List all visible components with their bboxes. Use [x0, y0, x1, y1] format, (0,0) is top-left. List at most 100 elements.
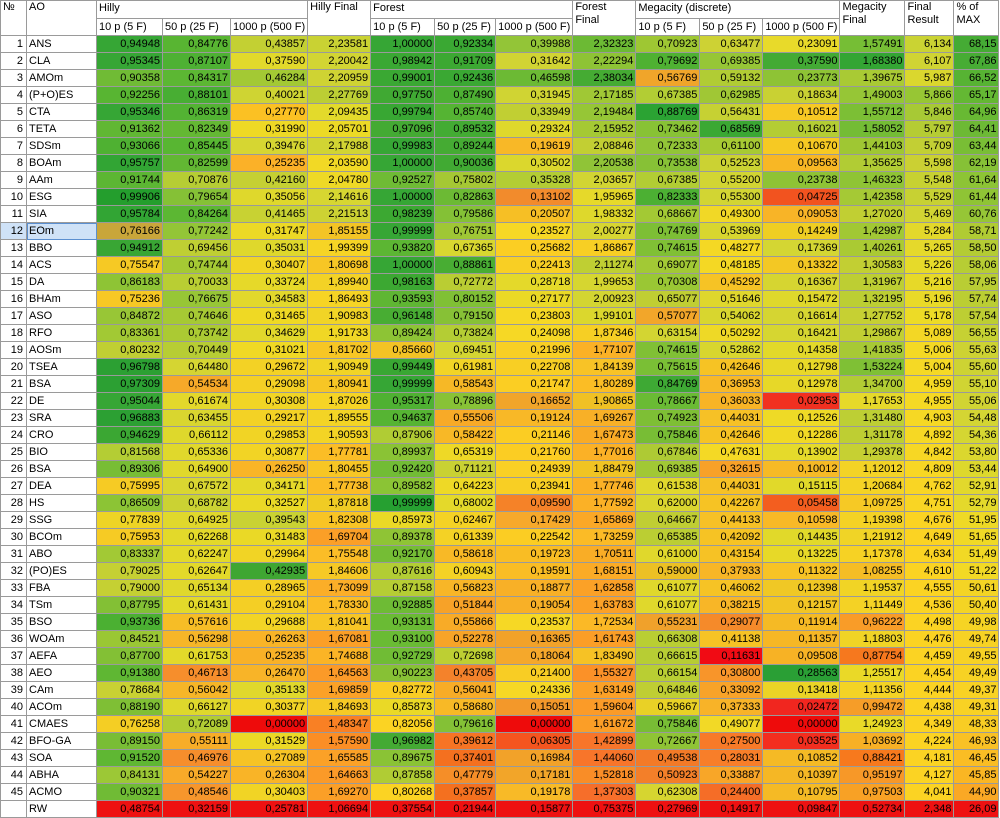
cell-ao[interactable]: ACS — [26, 256, 97, 274]
cell-hilly-10p[interactable]: 0,97309 — [96, 375, 163, 393]
cell-forest-1000p[interactable]: 0,20507 — [495, 205, 574, 223]
cell-megacity-10p[interactable]: 0,75846 — [635, 426, 701, 444]
cell-megacity-1000p[interactable]: 0,17369 — [762, 239, 841, 257]
cell-final-result[interactable]: 4,676 — [904, 511, 955, 529]
cell-forest-final[interactable]: 1,55327 — [572, 664, 637, 682]
cell-hilly-final[interactable]: 1,81702 — [307, 341, 372, 359]
cell-megacity-final[interactable]: 0,95197 — [839, 766, 906, 784]
cell-ao[interactable]: TETA — [26, 120, 97, 138]
cell-megacity-1000p[interactable]: 0,12526 — [762, 409, 841, 427]
cell-forest-50p[interactable]: 0,39612 — [434, 732, 497, 750]
cell-final-result[interactable]: 4,224 — [904, 732, 955, 750]
cell-pct-max[interactable]: 46,45 — [953, 749, 1000, 767]
cell-megacity-50p[interactable]: 0,44031 — [699, 409, 764, 427]
table-row[interactable]: 41 CMAES 0,76258 0,72089 0,00000 1,48347 0,820… — [0, 715, 1000, 733]
cell-forest-1000p[interactable]: 0,35328 — [495, 171, 574, 189]
cell-no[interactable]: 29 — [0, 511, 27, 529]
cell-hilly-50p[interactable]: 0,84776 — [162, 35, 231, 53]
table-row[interactable]: 45 ACMO 0,90321 0,48546 0,30403 1,69270 0,8026… — [0, 783, 1000, 801]
cell-ao[interactable]: BSA — [26, 375, 97, 393]
cell-hilly-1000p[interactable]: 0,29217 — [229, 409, 309, 427]
cell-hilly-1000p[interactable]: 0,27089 — [229, 749, 309, 767]
cell-forest-10p[interactable]: 0,37554 — [370, 800, 436, 818]
cell-ao[interactable]: BSA — [26, 460, 97, 478]
cell-no[interactable]: 26 — [0, 460, 27, 478]
cell-hilly-1000p[interactable]: 0,32527 — [229, 494, 309, 512]
cell-forest-50p[interactable]: 0,82863 — [434, 188, 497, 206]
cell-pct-max[interactable]: 49,31 — [953, 698, 1000, 716]
cell-hilly-50p[interactable]: 0,62247 — [162, 545, 231, 563]
cell-hilly-10p[interactable]: 0,99906 — [96, 188, 163, 206]
cell-forest-1000p[interactable]: 0,25682 — [495, 239, 574, 257]
cell-no[interactable]: 24 — [0, 426, 27, 444]
cell-megacity-1000p[interactable]: 0,05458 — [762, 494, 841, 512]
cell-hilly-final[interactable]: 2,14616 — [307, 188, 372, 206]
cell-forest-1000p[interactable]: 0,29324 — [495, 120, 574, 138]
cell-hilly-10p[interactable]: 0,91380 — [96, 664, 163, 682]
cell-forest-final[interactable]: 0,75375 — [572, 800, 637, 818]
cell-megacity-final[interactable]: 1,40261 — [839, 239, 906, 257]
cell-forest-10p[interactable]: 0,92885 — [370, 596, 436, 614]
cell-megacity-final[interactable]: 1,31178 — [839, 426, 906, 444]
cell-hilly-1000p[interactable]: 0,42935 — [229, 562, 309, 580]
cell-megacity-10p[interactable]: 0,74615 — [635, 341, 701, 359]
table-row[interactable]: 30 BCOm 0,75953 0,62268 0,31483 1,69704 0,8937… — [0, 528, 1000, 546]
cell-megacity-50p[interactable]: 0,62985 — [699, 86, 764, 104]
cell-forest-50p[interactable]: 0,72698 — [434, 647, 497, 665]
cell-forest-10p[interactable]: 0,90223 — [370, 664, 436, 682]
cell-no[interactable]: 33 — [0, 579, 27, 597]
cell-hilly-1000p[interactable]: 0,00000 — [229, 715, 309, 733]
cell-megacity-final[interactable]: 1,11356 — [839, 681, 906, 699]
cell-megacity-final[interactable]: 1,25517 — [839, 664, 906, 682]
cell-megacity-50p[interactable]: 0,50292 — [699, 324, 764, 342]
cell-pct-max[interactable]: 50,61 — [953, 579, 1000, 597]
cell-final-result[interactable]: 4,809 — [904, 460, 955, 478]
cell-megacity-1000p[interactable]: 0,15115 — [762, 477, 841, 495]
cell-pct-max[interactable]: 68,15 — [953, 35, 1000, 53]
table-row[interactable]: 8 BOAm 0,95757 0,82599 0,25235 2,03590 1,00000… — [0, 154, 1000, 172]
cell-megacity-1000p[interactable]: 0,12978 — [762, 375, 841, 393]
table-row[interactable]: 23 SRA 0,96883 0,63455 0,29217 1,89555 0,94637… — [0, 409, 1000, 427]
cell-megacity-50p[interactable]: 0,30800 — [699, 664, 764, 682]
cell-pct-max[interactable]: 54,48 — [953, 409, 1000, 427]
cell-forest-10p[interactable]: 0,92170 — [370, 545, 436, 563]
cell-hilly-10p[interactable]: 0,75236 — [96, 290, 163, 308]
cell-forest-50p[interactable]: 0,51844 — [434, 596, 497, 614]
table-row[interactable]: 6 TETA 0,91362 0,82349 0,31990 2,05701 0,97096… — [0, 120, 1000, 138]
cell-megacity-1000p[interactable]: 0,12798 — [762, 358, 841, 376]
cell-megacity-50p[interactable]: 0,38215 — [699, 596, 764, 614]
cell-forest-final[interactable]: 2,17185 — [572, 86, 637, 104]
cell-megacity-50p[interactable]: 0,59132 — [699, 69, 764, 87]
cell-final-result[interactable]: 5,226 — [904, 256, 955, 274]
cell-hilly-final[interactable]: 1,90949 — [307, 358, 372, 376]
cell-ao[interactable]: CMAES — [26, 715, 97, 733]
cell-ao[interactable]: ESG — [26, 188, 97, 206]
cell-megacity-1000p[interactable]: 0,00000 — [762, 715, 841, 733]
cell-hilly-1000p[interactable]: 0,31529 — [229, 732, 309, 750]
cell-megacity-10p[interactable]: 0,56769 — [635, 69, 701, 87]
cell-megacity-1000p[interactable]: 0,09508 — [762, 647, 841, 665]
cell-megacity-10p[interactable]: 0,70923 — [635, 35, 701, 53]
cell-final-result[interactable]: 4,555 — [904, 579, 955, 597]
table-row[interactable]: 27 DEA 0,75995 0,67572 0,34171 1,77738 0,89582… — [0, 477, 1000, 495]
cell-forest-final[interactable]: 1,62858 — [572, 579, 637, 597]
cell-megacity-50p[interactable]: 0,55200 — [699, 171, 764, 189]
cell-forest-1000p[interactable]: 0,15877 — [495, 800, 574, 818]
cell-hilly-1000p[interactable]: 0,25781 — [229, 800, 309, 818]
cell-forest-1000p[interactable]: 0,22413 — [495, 256, 574, 274]
cell-forest-50p[interactable]: 0,58422 — [434, 426, 497, 444]
cell-forest-50p[interactable]: 0,58618 — [434, 545, 497, 563]
cell-megacity-final[interactable]: 0,97503 — [839, 783, 906, 801]
cell-megacity-50p[interactable]: 0,45292 — [699, 273, 764, 291]
cell-forest-10p[interactable]: 0,89378 — [370, 528, 436, 546]
cell-forest-50p[interactable]: 0,60943 — [434, 562, 497, 580]
cell-hilly-10p[interactable]: 0,80232 — [96, 341, 163, 359]
cell-hilly-50p[interactable]: 0,76675 — [162, 290, 231, 308]
cell-hilly-10p[interactable]: 0,95345 — [96, 52, 163, 70]
cell-ao[interactable]: SRA — [26, 409, 97, 427]
cell-hilly-10p[interactable]: 0,77839 — [96, 511, 163, 529]
cell-hilly-50p[interactable]: 0,68782 — [162, 494, 231, 512]
cell-megacity-10p[interactable]: 0,70308 — [635, 273, 701, 291]
cell-forest-1000p[interactable]: 0,23527 — [495, 222, 574, 240]
cell-forest-50p[interactable]: 0,69451 — [434, 341, 497, 359]
